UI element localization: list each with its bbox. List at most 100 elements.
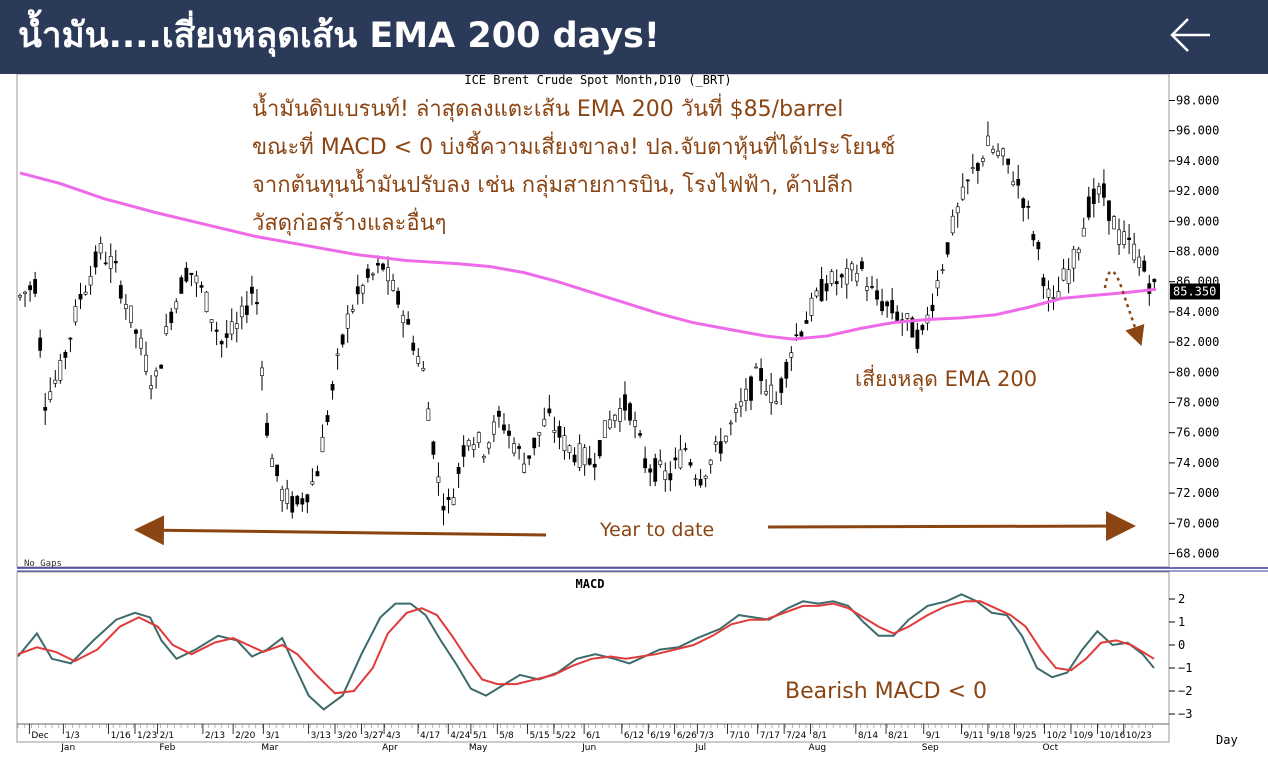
candle [653, 453, 658, 487]
candle [209, 319, 214, 332]
candle [88, 265, 93, 295]
candle [769, 372, 774, 415]
candle [940, 264, 945, 274]
candle [315, 465, 320, 477]
candle [1051, 285, 1056, 310]
month-label: Jun [581, 743, 596, 753]
candle [129, 305, 133, 329]
candle [779, 376, 784, 405]
candle [537, 432, 542, 448]
candle [194, 270, 199, 297]
candle [623, 381, 627, 421]
x-unit-label: Day [1216, 733, 1238, 747]
month-label: Jul [694, 743, 706, 753]
date-tick-label: 9/18 [990, 731, 1010, 741]
date-tick-label: 4/24 [450, 731, 470, 741]
last-price-label: 85.350 [1173, 285, 1216, 299]
brent-chart: ICE Brent Crude Spot Month,D10 (_BRT) No… [16, 74, 1268, 753]
annotation-line-3: จากต้นทุนน้ำมันปรับลง เช่น กลุ่มสายการบิ… [252, 169, 853, 198]
candle [602, 420, 607, 439]
candle [481, 454, 486, 463]
candle [723, 435, 728, 444]
candle [986, 121, 990, 146]
candle [567, 444, 572, 460]
candle [643, 446, 648, 473]
price-tick-label: 70.000 [1176, 516, 1219, 530]
candle [416, 348, 421, 367]
candle [708, 458, 713, 474]
candle [749, 375, 753, 411]
candle [244, 291, 249, 323]
candle [754, 363, 758, 369]
price-tick-label: 68.000 [1176, 547, 1219, 561]
candle [996, 143, 1000, 159]
candle [935, 270, 940, 297]
price-plot-frame [16, 74, 1170, 568]
macd-axis: 2 1 0 −1 −2 −3 [1169, 592, 1192, 721]
candle [260, 360, 264, 391]
candle [1081, 217, 1086, 237]
candle [612, 413, 617, 429]
candle [789, 346, 794, 371]
candle [1142, 255, 1147, 273]
candle [693, 474, 698, 487]
candle [28, 281, 32, 302]
candle [628, 401, 632, 426]
ytd-arrow-right [767, 511, 1136, 542]
candle [597, 439, 602, 459]
date-tick-label: 1/16 [111, 731, 131, 741]
candle [1096, 182, 1101, 203]
candle [1021, 197, 1026, 222]
candle [1137, 248, 1142, 276]
date-tick-label: 9/1 [926, 731, 940, 741]
candle [350, 304, 355, 314]
candle [134, 328, 138, 349]
candle [890, 287, 895, 320]
candle [552, 416, 557, 443]
candle [370, 272, 375, 281]
candle [744, 378, 748, 412]
candle [885, 300, 890, 318]
candle [486, 441, 491, 455]
date-tick-label: 6/26 [677, 731, 697, 741]
candle [23, 290, 27, 307]
candle [365, 263, 370, 283]
candle [285, 479, 290, 510]
candle [618, 397, 622, 432]
price-tick-label: 98.000 [1176, 94, 1219, 108]
candle [703, 474, 708, 488]
candle [844, 258, 849, 299]
back-button[interactable] [1164, 12, 1220, 58]
candle [123, 294, 128, 320]
macd-tick-label: −1 [1178, 661, 1192, 675]
candle [421, 360, 426, 372]
price-axis: 98.00096.00094.00092.00090.00088.00086.0… [1169, 94, 1219, 561]
candle [1031, 230, 1036, 247]
candle [1112, 215, 1116, 230]
candle [103, 251, 108, 266]
macd-tick-label: 2 [1178, 592, 1185, 606]
date-tick-label: 2/1 [160, 731, 174, 741]
header-bar: น้ำมัน....เสี่ยงหลุดเส้น EMA 200 days! [0, 0, 1268, 74]
candle [456, 462, 461, 488]
candle [678, 434, 683, 470]
date-tick-label: 5/22 [556, 731, 576, 741]
price-tick-label: 94.000 [1176, 154, 1219, 168]
candle [58, 353, 63, 384]
annotation-line-4: วัสดุก่อสร้างและอื่นๆ [252, 207, 447, 236]
candle [572, 447, 577, 466]
candle [1091, 178, 1096, 218]
candle [759, 358, 763, 395]
candle [970, 153, 975, 174]
candle [683, 442, 688, 452]
candle [547, 394, 552, 417]
price-tick-label: 84.000 [1176, 305, 1219, 319]
candle [638, 430, 642, 438]
candle [819, 266, 824, 302]
date-tick-label: 5/8 [499, 731, 514, 741]
ema-risk-note: เสี่ยงหลุด EMA 200 [855, 364, 1037, 392]
candle [93, 245, 98, 275]
date-tick-label: 5/15 [530, 731, 550, 741]
candle [542, 407, 547, 428]
candle [1152, 278, 1157, 289]
